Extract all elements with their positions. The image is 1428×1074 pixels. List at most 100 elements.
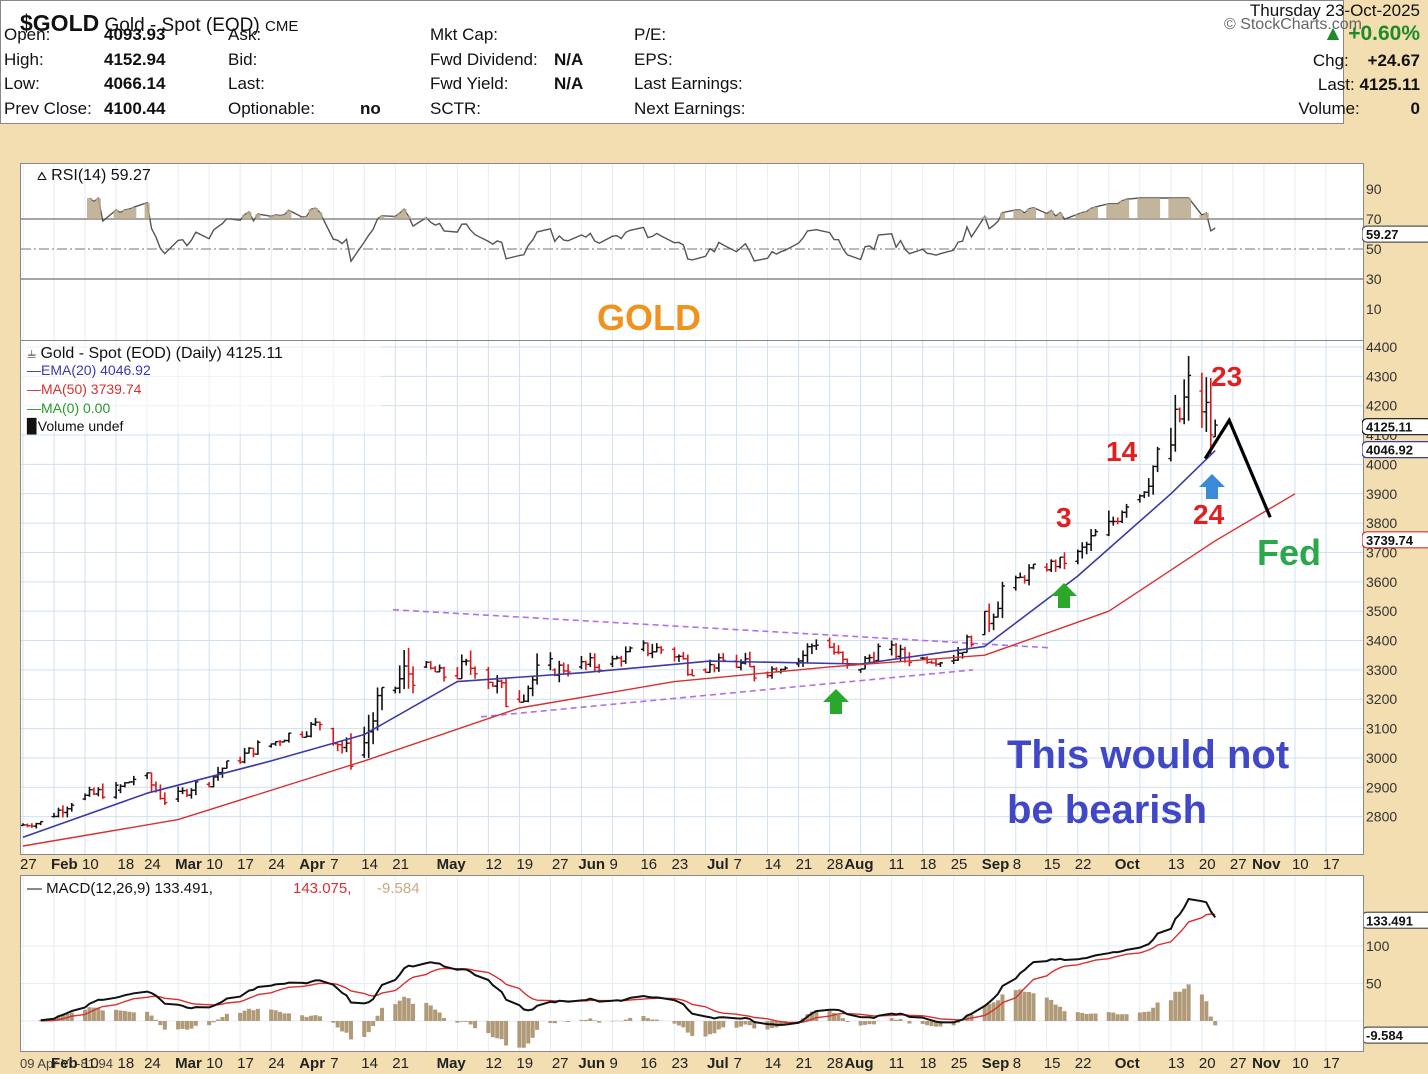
bottom-axis-start: 09 Apr Y: -81.94: [20, 1056, 113, 1071]
macd-tick: 100: [1366, 938, 1390, 954]
date-tick: 24: [144, 1055, 161, 1072]
price-bar: [561, 662, 567, 674]
price-bar: [437, 664, 443, 673]
y-axis: 9070503010440043004200410040003900380037…: [1362, 181, 1428, 1044]
price-bar: [86, 786, 92, 797]
price-bar: [556, 660, 562, 683]
price-bar: [38, 820, 44, 826]
price-bar: [1168, 427, 1174, 462]
price-tick: 3600: [1366, 574, 1397, 590]
date-tick: Sep: [982, 856, 1010, 873]
date-tick: May: [437, 856, 467, 873]
price-bar: [937, 662, 943, 667]
price-bar: [286, 732, 292, 743]
price-bar: [242, 748, 248, 764]
ma50-price-tag: 3739.74: [1366, 533, 1414, 548]
macd-hist-tag: -9.584: [1366, 1028, 1404, 1043]
price-bar: [516, 690, 522, 703]
date-tick: 27: [20, 856, 37, 873]
date-tick: 23: [672, 1055, 689, 1072]
price-bar: [742, 652, 748, 665]
price-bar: [494, 675, 500, 694]
date-tick: 7: [734, 1055, 742, 1072]
quote-value: 4066.14: [104, 74, 166, 93]
date-tick: 10: [1292, 1055, 1309, 1072]
price-bar: [1172, 394, 1178, 452]
price-bar: [813, 639, 819, 651]
price-bar: [1030, 563, 1036, 570]
price-bar: [255, 740, 261, 755]
last-row: Last: 4125.11: [1318, 75, 1420, 95]
price-tick: 3800: [1366, 515, 1397, 531]
price-bar: [20, 823, 26, 827]
date-tick: 25: [951, 1055, 968, 1072]
price-bar: [1110, 516, 1116, 526]
last-price-tag-box: [1362, 418, 1428, 436]
price-bar: [960, 651, 966, 659]
macd-value-tag-box: [1362, 911, 1428, 929]
rsi-overbought-shade: [86, 198, 1209, 219]
price-bar: [82, 793, 88, 801]
price-bar: [91, 787, 97, 796]
price-bar: [747, 651, 753, 668]
annotation-23: 23: [1211, 361, 1242, 392]
price-bar: [1212, 419, 1218, 438]
price-bar: [995, 601, 1001, 618]
date-tick: 10: [1292, 856, 1309, 873]
price-bar: [1203, 377, 1209, 432]
price-bar: [490, 681, 496, 687]
price-bar: [804, 643, 810, 663]
price-bar: [867, 654, 873, 663]
annotation-note-line2: be bearish: [1007, 788, 1207, 832]
ma50-line: [22, 493, 1296, 847]
price-bar: [685, 654, 691, 676]
price-bar: [144, 772, 150, 780]
date-tick: 18: [920, 1055, 937, 1072]
date-tick: 14: [361, 1055, 378, 1072]
date-tick: 19: [516, 856, 533, 873]
price-bar: [308, 722, 314, 738]
price-bar: [24, 823, 30, 828]
rsi-value-tag-box: [1362, 225, 1428, 243]
price-tick: 4000: [1366, 456, 1397, 472]
date-tick: 16: [640, 856, 657, 873]
price-bar: [503, 677, 509, 708]
price-bar: [335, 742, 341, 752]
price-bar: [126, 781, 132, 784]
price-bar: [530, 676, 536, 697]
price-bar: [711, 663, 717, 673]
price-bar: [432, 666, 438, 673]
chg-value: +24.67: [1367, 51, 1420, 70]
price-bar: [858, 668, 864, 673]
price-bar: [658, 646, 664, 654]
price-tick: 2800: [1366, 809, 1397, 825]
price-bar: [149, 772, 155, 792]
rsi-tick: 10: [1366, 301, 1382, 317]
price-bar: [1044, 563, 1050, 572]
chg-label: Chg:: [1312, 51, 1349, 70]
date-tick: 12: [485, 1055, 502, 1072]
price-bar: [459, 654, 465, 680]
price-bar: [206, 781, 212, 788]
date-tick: 23: [672, 856, 689, 873]
legend-volume: ▉Volume undef: [26, 417, 123, 435]
date-tick: 21: [796, 856, 813, 873]
stockcharts-watermark: © StockCharts.com: [1223, 16, 1362, 33]
date-tick: 24: [268, 856, 285, 873]
price-bar: [468, 650, 474, 675]
price-bar: [929, 660, 935, 664]
price-bar: [463, 658, 469, 666]
date-tick: 22: [1075, 1055, 1092, 1072]
legend-bg: [21, 341, 381, 433]
price-bar: [1186, 355, 1192, 421]
date-tick: 13: [1168, 856, 1185, 873]
quote-label: Optionable:: [228, 98, 315, 118]
rsi-tick: 50: [1366, 241, 1382, 257]
price-bar: [118, 784, 124, 794]
rsi-tick: 90: [1366, 181, 1382, 197]
price-bar: [29, 823, 35, 828]
date-tick: 14: [765, 856, 782, 873]
macd-label-black: — MACD(12,26,9) 133.491,: [27, 880, 213, 897]
macd-line: [40, 897, 1217, 1026]
price-tick: 2900: [1366, 779, 1397, 795]
